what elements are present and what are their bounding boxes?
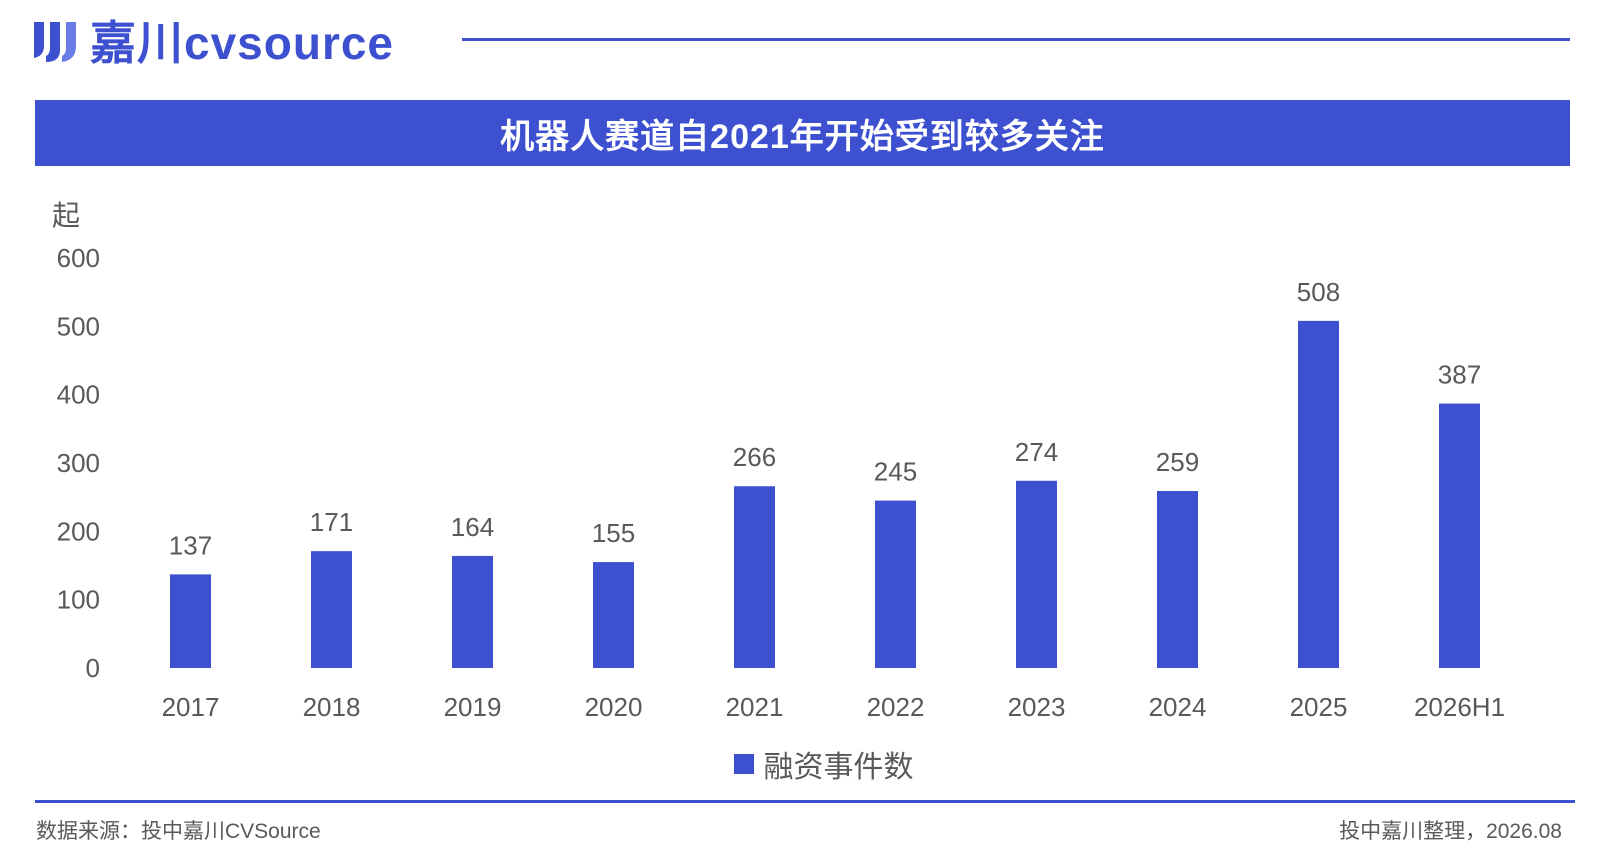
y-tick-label: 200 [57,516,100,546]
bar [1016,480,1057,668]
bar [1298,320,1339,668]
legend-swatch [733,754,754,774]
y-tick-label: 400 [57,380,100,410]
bar-value-label: 155 [592,518,635,548]
x-tick-label: 2017 [162,692,220,722]
header-divider [462,38,1570,41]
bars-group: 137 171 164 155 266 245 274 259 508 387 [169,277,1481,668]
logo-mark-icon [34,22,76,62]
footer-divider [35,800,1575,803]
x-axis-ticks: 2017 2018 2019 2020 2021 2022 2023 2024 2025 2026… [162,692,1505,722]
y-axis-ticks: 0 100 200 300 400 500 600 [57,243,100,683]
x-tick-label: 2021 [726,692,784,722]
legend: 融资事件数 [0,742,1602,786]
x-tick-label: 2026H1 [1414,692,1505,722]
x-tick-label: 2025 [1290,692,1348,722]
bar-value-label: 171 [310,507,353,537]
x-tick-label: 2019 [444,692,502,722]
bar [170,574,211,668]
y-tick-label: 100 [57,585,100,615]
x-tick-label: 2024 [1149,692,1207,722]
x-tick-label: 2018 [303,692,361,722]
y-tick-label: 500 [57,311,100,341]
y-tick-label: 0 [86,653,100,683]
bar [593,562,634,668]
y-axis-unit-label: 起 [52,199,80,232]
legend-label: 融资事件数 [763,751,914,784]
bar [452,555,493,668]
bar [875,500,916,668]
x-tick-label: 2022 [867,692,925,722]
bar-value-label: 164 [451,512,494,542]
logo-text: 嘉川cvsource [90,17,395,69]
y-tick-label: 600 [57,243,100,273]
x-tick-label: 2020 [585,692,643,722]
bar-value-label: 387 [1438,360,1481,390]
bar [311,551,352,668]
bar [1157,491,1198,668]
brand-logo: 嘉川cvsource [30,12,394,69]
data-source: 数据来源：投中嘉川CVSource [36,820,321,843]
bar [734,486,775,668]
footer-note: 投中嘉川整理，2026.08 [1339,820,1562,843]
y-tick-label: 300 [57,448,100,478]
bar-value-label: 259 [1156,447,1199,477]
bar-value-label: 274 [1015,437,1058,467]
bar-value-label: 266 [733,442,776,472]
chart-title: 机器人赛道自2021年开始受到较多关注 [500,117,1105,156]
bar-value-label: 245 [874,457,917,487]
x-tick-label: 2023 [1008,692,1066,722]
bar [1439,403,1480,668]
bar-value-label: 137 [169,530,212,560]
bar-value-label: 508 [1297,277,1340,307]
bar-chart: 起 0 100 200 300 400 500 600 137 171 164 155 266 245… [52,199,1505,722]
title-banner: 机器人赛道自2021年开始受到较多关注 [35,100,1570,166]
